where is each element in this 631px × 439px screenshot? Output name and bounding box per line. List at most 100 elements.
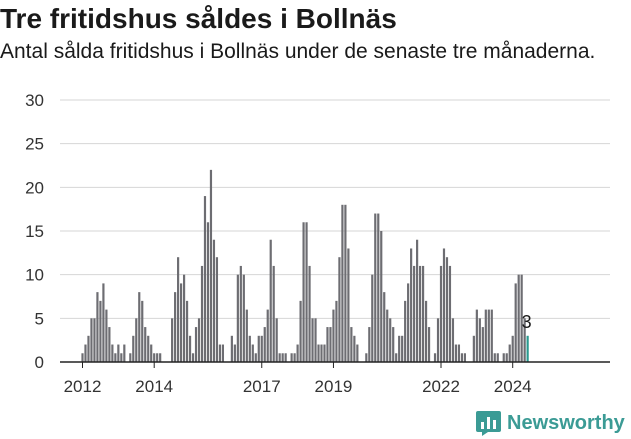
bar bbox=[275, 318, 278, 362]
x-tick-label: 2014 bbox=[135, 377, 173, 396]
bar bbox=[159, 353, 162, 362]
bar bbox=[478, 318, 481, 362]
y-tick-label: 15 bbox=[25, 222, 44, 241]
bar bbox=[353, 335, 356, 362]
bar bbox=[254, 353, 257, 362]
bar bbox=[371, 274, 374, 362]
bar bbox=[99, 300, 102, 362]
bar bbox=[424, 300, 428, 362]
bars bbox=[81, 169, 529, 362]
bar bbox=[209, 169, 213, 362]
bar bbox=[460, 353, 464, 362]
bar bbox=[487, 309, 490, 362]
bar bbox=[427, 327, 431, 362]
bar bbox=[138, 292, 141, 362]
bar bbox=[341, 204, 344, 362]
grid-lines bbox=[60, 99, 610, 319]
bar bbox=[308, 265, 311, 362]
bar bbox=[508, 344, 511, 362]
bar bbox=[416, 239, 419, 362]
bar bbox=[230, 335, 233, 362]
bar bbox=[87, 335, 90, 362]
bar bbox=[433, 353, 437, 362]
bar bbox=[96, 292, 99, 362]
bar bbox=[215, 257, 219, 362]
bar bbox=[299, 300, 302, 362]
bar bbox=[93, 318, 96, 362]
bar bbox=[239, 265, 242, 362]
newsworthy-brand[interactable]: Newsworthy bbox=[476, 408, 625, 438]
x-tick-label: 2017 bbox=[243, 377, 281, 396]
bar bbox=[257, 335, 260, 362]
bar bbox=[484, 309, 487, 362]
bar bbox=[188, 335, 192, 362]
y-tick-label: 10 bbox=[25, 266, 44, 285]
bar bbox=[129, 353, 132, 362]
bar bbox=[490, 309, 493, 362]
bar bbox=[413, 265, 416, 362]
bar bbox=[290, 353, 293, 362]
bar bbox=[105, 309, 108, 362]
bar bbox=[356, 344, 359, 362]
bar bbox=[177, 257, 180, 362]
bar bbox=[347, 248, 350, 362]
bar bbox=[514, 283, 517, 362]
bar bbox=[395, 353, 398, 362]
bar bbox=[182, 274, 186, 362]
bar bbox=[156, 353, 159, 362]
bar bbox=[326, 327, 329, 362]
bar bbox=[380, 231, 383, 362]
bar bbox=[493, 353, 496, 362]
bar bbox=[472, 335, 475, 362]
newsworthy-logo-icon bbox=[476, 410, 501, 436]
bar bbox=[404, 300, 407, 362]
bar bbox=[248, 335, 251, 362]
bar bbox=[120, 353, 123, 362]
bar bbox=[386, 309, 389, 362]
bar bbox=[84, 344, 87, 362]
y-tick-label: 5 bbox=[35, 309, 44, 328]
bar bbox=[206, 222, 210, 362]
bar bbox=[344, 204, 347, 362]
bar bbox=[410, 248, 413, 362]
y-tick-label: 0 bbox=[35, 353, 44, 372]
bar bbox=[278, 353, 281, 362]
bar bbox=[123, 344, 126, 362]
bar bbox=[520, 274, 523, 362]
bar bbox=[517, 274, 520, 362]
bar bbox=[203, 196, 207, 362]
data-labels: 3 bbox=[522, 312, 532, 332]
bar bbox=[398, 335, 401, 362]
bar bbox=[111, 344, 114, 362]
bar bbox=[191, 353, 195, 362]
bar bbox=[451, 318, 455, 362]
bar bbox=[174, 292, 177, 362]
bar bbox=[153, 353, 156, 362]
bar bbox=[284, 353, 287, 362]
x-axis: 2012 2014 2017 2019 2022 2024 bbox=[60, 361, 610, 396]
bar bbox=[236, 274, 239, 362]
bar bbox=[481, 327, 484, 362]
bar bbox=[332, 309, 335, 362]
y-tick-label: 25 bbox=[25, 135, 44, 154]
bar bbox=[144, 327, 147, 362]
bar bbox=[281, 353, 284, 362]
bar bbox=[502, 353, 505, 362]
bar bbox=[108, 327, 111, 362]
bar bbox=[526, 335, 529, 362]
y-tick-label: 20 bbox=[25, 178, 44, 197]
bar bbox=[179, 283, 183, 362]
bar bbox=[221, 344, 225, 362]
bar bbox=[392, 327, 395, 362]
bar bbox=[305, 222, 308, 362]
bar bbox=[90, 318, 93, 362]
bar bbox=[329, 327, 332, 362]
bar bbox=[335, 300, 338, 362]
bar bbox=[233, 344, 236, 362]
bar bbox=[117, 344, 120, 362]
bar bbox=[102, 283, 105, 362]
x-tick-label: 2019 bbox=[315, 377, 353, 396]
bar bbox=[421, 265, 425, 362]
bar bbox=[442, 248, 446, 362]
chart-title: Tre fritidshus såldes i Bollnäs bbox=[0, 3, 397, 34]
